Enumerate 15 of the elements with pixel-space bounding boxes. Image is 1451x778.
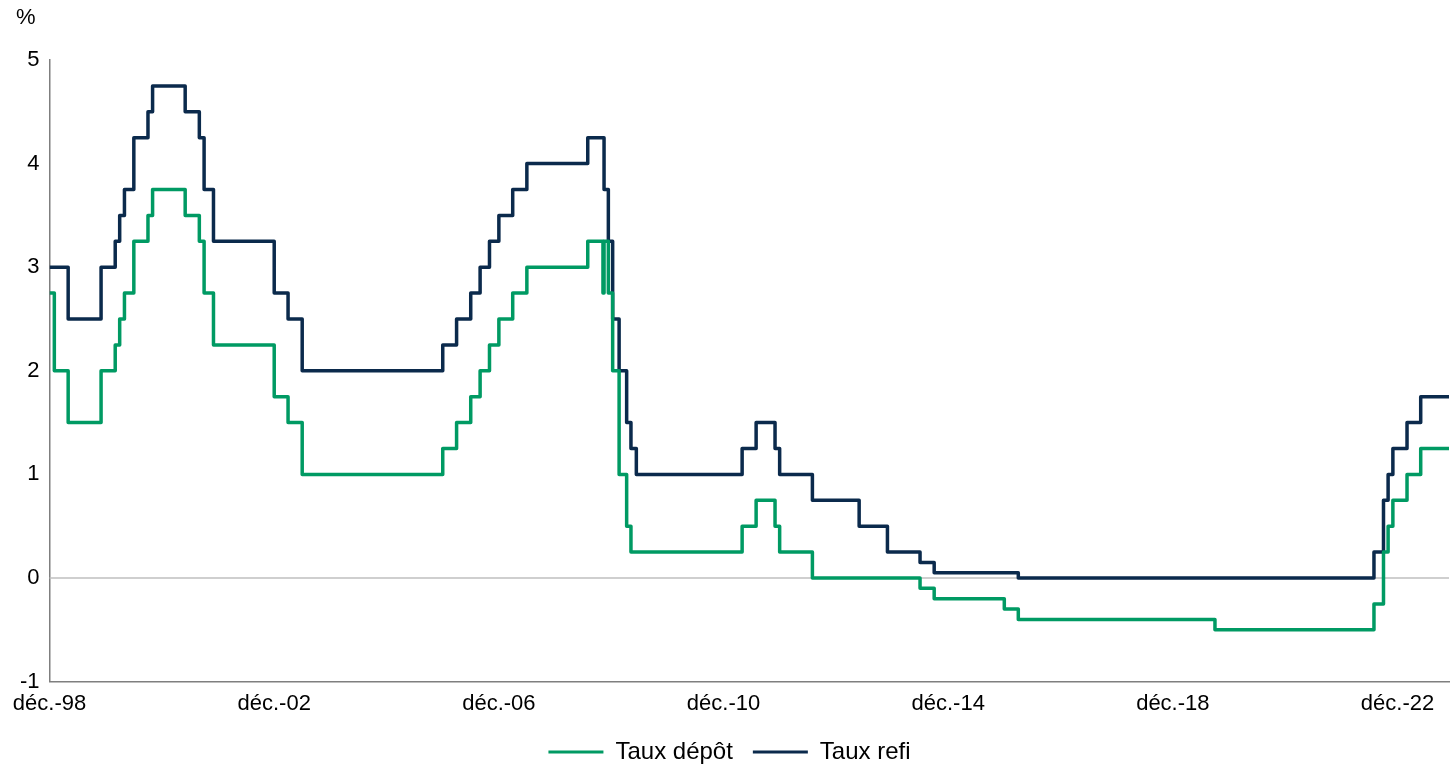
y-tick-label: 5 <box>27 46 40 72</box>
x-tick-label: déc.-22 <box>1360 689 1435 715</box>
y-axis-title: % <box>16 4 36 29</box>
x-tick-label: déc.-10 <box>686 689 761 715</box>
x-tick-label: déc.-14 <box>911 689 985 715</box>
x-tick-label: déc.-06 <box>462 689 536 715</box>
y-tick-label: 2 <box>27 356 40 382</box>
y-tick-label: 0 <box>27 564 40 590</box>
y-tick-label: 4 <box>27 149 40 175</box>
y-tick-label: 3 <box>27 253 40 279</box>
y-tick-label: 1 <box>27 460 40 486</box>
legend-label: Taux refi <box>819 736 911 764</box>
x-tick-label: déc.-18 <box>1136 689 1210 715</box>
legend-label: Taux dépôt <box>615 736 734 764</box>
x-tick-label: déc.-02 <box>237 689 311 715</box>
